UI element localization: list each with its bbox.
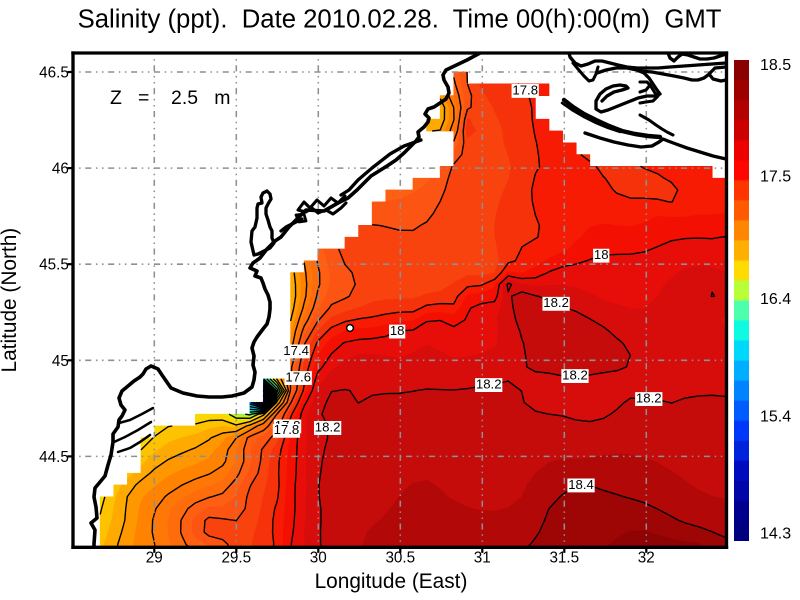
svg-text:30.5: 30.5 [385,550,415,567]
svg-text:18: 18 [390,323,405,338]
svg-text:18.2: 18.2 [543,295,569,310]
svg-text:31: 31 [474,550,491,567]
svg-text:14.3: 14.3 [760,526,791,543]
svg-text:18.2: 18.2 [315,419,341,434]
svg-text:17.5: 17.5 [760,169,791,186]
svg-text:18.2: 18.2 [562,367,588,382]
svg-text:31.5: 31.5 [549,550,579,567]
svg-text:16.4: 16.4 [760,291,791,308]
svg-text:30: 30 [310,550,327,567]
svg-text:17.8: 17.8 [512,82,538,97]
svg-text:45: 45 [52,353,69,370]
svg-text:Z = 2.5 m: Z = 2.5 m [110,87,230,109]
svg-text:18.5: 18.5 [760,57,791,74]
svg-text:29.5: 29.5 [221,550,251,567]
svg-text:Salinity (ppt). Date 2010.02.: Salinity (ppt). Date 2010.02.28. Time 00… [78,6,722,34]
svg-text:32: 32 [638,550,655,567]
svg-text:18.4: 18.4 [568,477,594,492]
svg-text:Longitude (East): Longitude (East) [315,570,468,593]
svg-text:18.2: 18.2 [476,377,502,392]
svg-text:18: 18 [594,247,609,262]
svg-text:45.5: 45.5 [39,257,69,274]
svg-text:15.4: 15.4 [760,409,791,426]
svg-text:17.6: 17.6 [285,369,311,384]
svg-text:17.8: 17.8 [274,422,300,437]
svg-text:18.2: 18.2 [636,390,662,405]
svg-text:44.5: 44.5 [39,449,69,466]
svg-text:46: 46 [52,161,69,178]
svg-text:29: 29 [146,550,163,567]
svg-text:17.4: 17.4 [283,343,309,358]
svg-text:Latitude (North): Latitude (North) [0,228,21,373]
svg-text:46.5: 46.5 [39,65,69,82]
